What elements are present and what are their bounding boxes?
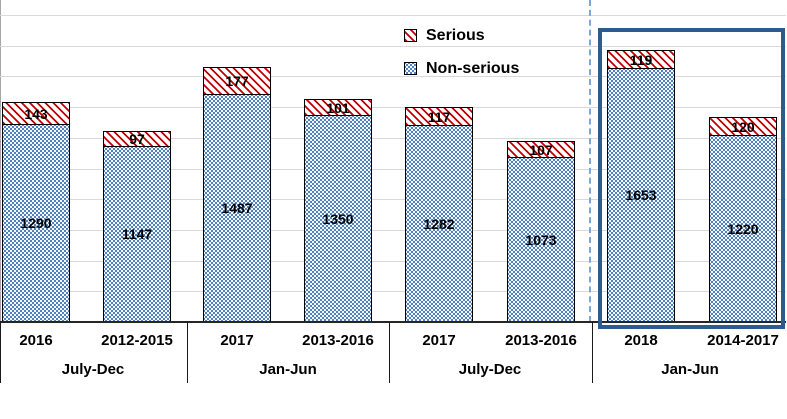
y-axis-line [0,0,1,322]
bar-value-serious-2013-2016: 101 [326,99,350,116]
group-label-jan-jun: Jan-Jun [661,361,719,378]
bar-value-serious-2014-2017: 120 [731,118,755,135]
bar-value-non-serious-2017: 1487 [221,200,253,216]
gridline-1400 [0,107,786,109]
bar-value-serious-2012-2015: 97 [129,131,145,147]
bar-value-non-serious-2017: 1282 [423,215,455,232]
category-label-2018: 2018 [624,332,658,349]
bar-segment-non-serious-2017: 1487 [203,94,271,322]
bar-segment-serious-2012-2015: 97 [103,131,171,147]
bar-segment-serious-2013-2016: 101 [304,99,372,116]
bar-segment-non-serious-2012-2015: 1147 [103,146,171,322]
bar-value-serious-2016: 143 [24,105,48,122]
axis-group-separator-2 [389,322,390,383]
bar-segment-serious-2013-2016: 107 [507,141,575,158]
bar-segment-serious-2017: 177 [203,67,271,95]
gridline-1200 [0,137,786,139]
chart-legend: Serious Non-serious [404,21,519,87]
bar-value-non-serious-2013-2016: 1350 [322,210,354,227]
gridline-600 [0,229,786,231]
bar-segment-non-serious-2016: 1290 [2,124,70,322]
serious-swatch-icon [404,29,417,42]
non-serious-swatch-icon [404,62,417,75]
gridline-1000 [0,168,786,170]
bar-value-serious-2018: 119 [629,51,653,68]
gridline-1600 [0,76,786,78]
bar-value-non-serious-2018: 1653 [625,187,657,203]
bar-segment-non-serious-2013-2016: 1350 [304,115,372,322]
category-label-2012-2015: 2012-2015 [101,332,173,349]
category-label-2013-2016: 2013-2016 [505,332,577,349]
axis-group-separator-0 [0,322,1,383]
bar-value-non-serious-2016: 1290 [20,215,52,231]
bar-segment-serious-2017: 117 [405,107,473,126]
gridline-800 [0,199,786,201]
bar-segment-non-serious-2018: 1653 [607,68,675,322]
bar-value-serious-2017: 117 [427,108,451,125]
category-label-2016: 2016 [19,332,53,349]
bar-value-non-serious-2013-2016: 1073 [525,231,557,248]
category-label-2017: 2017 [220,332,254,349]
bar-value-serious-2017: 177 [225,73,249,89]
legend-label-serious: Serious [426,26,485,44]
gridline-200 [0,291,786,293]
gridline-400 [0,260,786,262]
gridline-1800 [0,45,786,47]
legend-item-non-serious: Non-serious [404,54,519,83]
dashed-divider-line [589,0,591,322]
x-axis-line [0,321,786,323]
bar-value-non-serious-2012-2015: 1147 [121,226,153,242]
legend-item-serious: Serious [404,21,519,50]
bar-segment-serious-2018: 119 [607,50,675,69]
gridline-2000 [0,15,786,16]
category-label-2014-2017: 2014-2017 [707,332,779,349]
legend-label-non-serious: Non-serious [426,59,520,77]
bar-segment-non-serious-2014-2017: 1220 [709,135,777,322]
bar-segment-serious-2016: 143 [2,102,70,125]
axis-group-separator-1 [187,322,188,383]
group-label-july-dec: July-Dec [61,361,125,378]
bar-segment-non-serious-2017: 1282 [405,125,473,322]
bar-segment-serious-2014-2017: 120 [709,117,777,136]
category-label-2017: 2017 [422,332,456,349]
bar-segment-non-serious-2013-2016: 1073 [507,157,575,322]
axis-group-separator-3 [592,322,593,383]
bar-value-non-serious-2014-2017: 1220 [727,220,759,237]
bar-value-serious-2013-2016: 107 [529,141,553,158]
group-label-july-dec: July-Dec [458,361,522,378]
category-label-2013-2016: 2013-2016 [302,332,374,349]
group-label-jan-jun: Jan-Jun [259,361,317,378]
